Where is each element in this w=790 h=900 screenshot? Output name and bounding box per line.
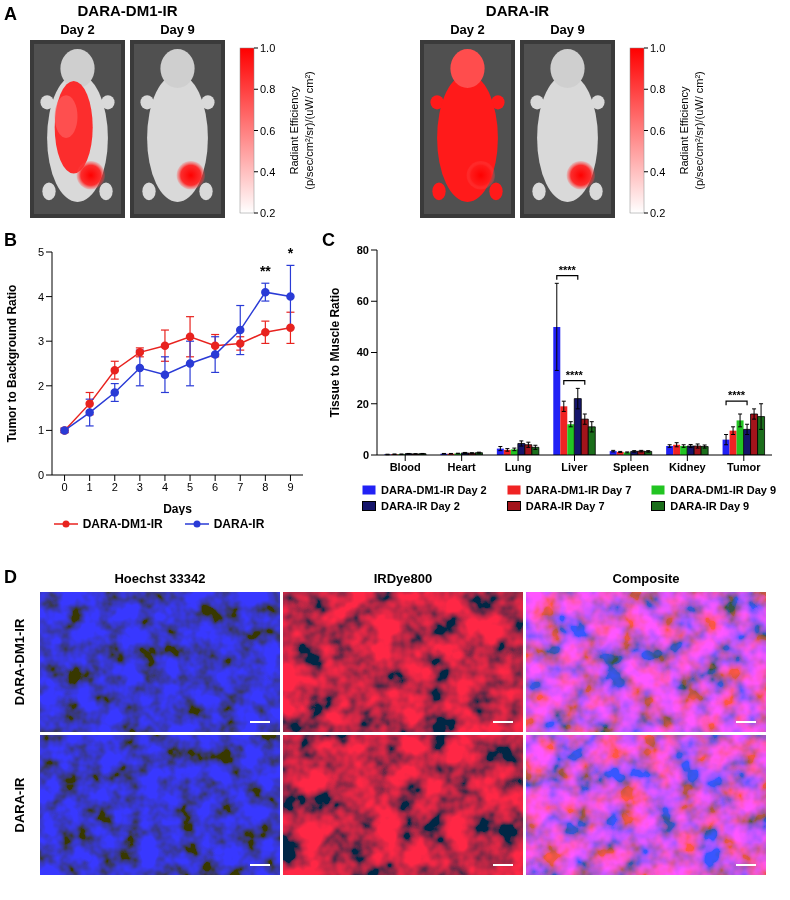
html-text:DARA-DM1-IR Day 2: DARA-DM1-IR Day 2 bbox=[381, 484, 487, 496]
html-text:B: B bbox=[4, 230, 17, 250]
svg-text:60: 60 bbox=[357, 295, 369, 307]
svg-text:1: 1 bbox=[87, 481, 93, 493]
svg-text:(p/sec/cm²/sr)/(uW/ cm²): (p/sec/cm²/sr)/(uW/ cm²) bbox=[693, 71, 705, 190]
svg-text:0: 0 bbox=[363, 449, 369, 461]
svg-text:1.0: 1.0 bbox=[260, 42, 275, 54]
html-text:DARA-IR: DARA-IR bbox=[213, 517, 265, 531]
svg-text:DARA-DM1-IR: DARA-DM1-IR bbox=[12, 618, 27, 705]
svg-text:Lung: Lung bbox=[505, 461, 532, 473]
svg-text:DARA-IR: DARA-IR bbox=[486, 2, 549, 19]
svg-text:0.2: 0.2 bbox=[650, 207, 665, 219]
svg-text:20: 20 bbox=[357, 398, 369, 410]
svg-text:Tumor: Tumor bbox=[727, 461, 761, 473]
svg-text:*: * bbox=[288, 245, 294, 261]
svg-text:Day 2: Day 2 bbox=[60, 22, 95, 37]
svg-text:Tumor to Background Ratio: Tumor to Background Ratio bbox=[5, 285, 19, 443]
html-text:DARA-DM1-IR Day 7: DARA-DM1-IR Day 7 bbox=[525, 484, 632, 496]
html-text:DARA-IR Day 2: DARA-IR Day 2 bbox=[381, 500, 460, 512]
svg-text:(p/sec/cm²/sr)/(uW/ cm²): (p/sec/cm²/sr)/(uW/ cm²) bbox=[303, 71, 315, 190]
svg-text:Day 9: Day 9 bbox=[550, 22, 585, 37]
svg-text:Heart: Heart bbox=[448, 461, 476, 473]
svg-text:80: 80 bbox=[357, 244, 369, 256]
svg-text:Blood: Blood bbox=[390, 461, 421, 473]
html-text:DARA-DM1-IR: DARA-DM1-IR bbox=[82, 517, 163, 531]
html-text:C: C bbox=[322, 230, 335, 250]
svg-text:Kidney: Kidney bbox=[669, 461, 707, 473]
svg-text:1: 1 bbox=[38, 424, 44, 436]
svg-text:7: 7 bbox=[237, 481, 243, 493]
svg-text:5: 5 bbox=[187, 481, 193, 493]
svg-text:A: A bbox=[4, 4, 17, 24]
svg-text:0.8: 0.8 bbox=[650, 83, 665, 95]
svg-text:**: ** bbox=[260, 263, 271, 279]
svg-text:Days: Days bbox=[163, 502, 192, 515]
svg-text:2: 2 bbox=[112, 481, 118, 493]
svg-text:Radiant Efficiency: Radiant Efficiency bbox=[678, 86, 690, 174]
svg-text:Spleen: Spleen bbox=[613, 461, 649, 473]
svg-text:Tissue to Muscle Ratio: Tissue to Muscle Ratio bbox=[328, 288, 342, 418]
svg-text:IRDye800: IRDye800 bbox=[374, 571, 433, 586]
svg-text:Composite: Composite bbox=[612, 571, 679, 586]
svg-text:9: 9 bbox=[287, 481, 293, 493]
svg-text:Liver: Liver bbox=[561, 461, 588, 473]
svg-text:3: 3 bbox=[38, 335, 44, 347]
svg-text:****: **** bbox=[566, 369, 584, 381]
html-text:DARA-DM1-IR Day 9: DARA-DM1-IR Day 9 bbox=[670, 484, 777, 496]
svg-text:DARA-IR: DARA-IR bbox=[12, 777, 27, 832]
svg-text:Day 2: Day 2 bbox=[450, 22, 485, 37]
svg-text:40: 40 bbox=[357, 346, 369, 358]
svg-text:4: 4 bbox=[38, 291, 44, 303]
svg-text:D: D bbox=[4, 567, 17, 587]
svg-text:3: 3 bbox=[137, 481, 143, 493]
svg-text:0.2: 0.2 bbox=[260, 207, 275, 219]
svg-text:DARA-DM1-IR: DARA-DM1-IR bbox=[78, 2, 178, 19]
svg-text:4: 4 bbox=[162, 481, 168, 493]
svg-text:0.4: 0.4 bbox=[260, 166, 275, 178]
svg-text:0: 0 bbox=[38, 469, 44, 481]
html-text:DARA-IR Day 9: DARA-IR Day 9 bbox=[670, 500, 750, 512]
svg-text:8: 8 bbox=[262, 481, 268, 493]
svg-text:5: 5 bbox=[38, 246, 44, 258]
svg-text:Hoechst 33342: Hoechst 33342 bbox=[114, 571, 205, 586]
svg-text:0.8: 0.8 bbox=[260, 83, 275, 95]
svg-text:0: 0 bbox=[61, 481, 67, 493]
svg-text:6: 6 bbox=[212, 481, 218, 493]
svg-text:Day 9: Day 9 bbox=[160, 22, 195, 37]
svg-text:0.6: 0.6 bbox=[260, 125, 275, 137]
svg-text:0.4: 0.4 bbox=[650, 166, 665, 178]
html-text:DARA-IR Day 7: DARA-IR Day 7 bbox=[525, 500, 605, 512]
svg-text:****: **** bbox=[728, 389, 746, 401]
svg-text:Radiant Efficiency: Radiant Efficiency bbox=[288, 86, 300, 174]
svg-text:2: 2 bbox=[38, 380, 44, 392]
svg-text:****: **** bbox=[559, 264, 577, 276]
svg-text:0.6: 0.6 bbox=[650, 125, 665, 137]
svg-text:1.0: 1.0 bbox=[650, 42, 665, 54]
